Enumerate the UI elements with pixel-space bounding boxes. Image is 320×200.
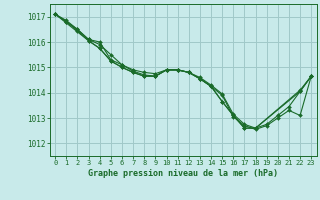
X-axis label: Graphe pression niveau de la mer (hPa): Graphe pression niveau de la mer (hPa): [88, 169, 278, 178]
